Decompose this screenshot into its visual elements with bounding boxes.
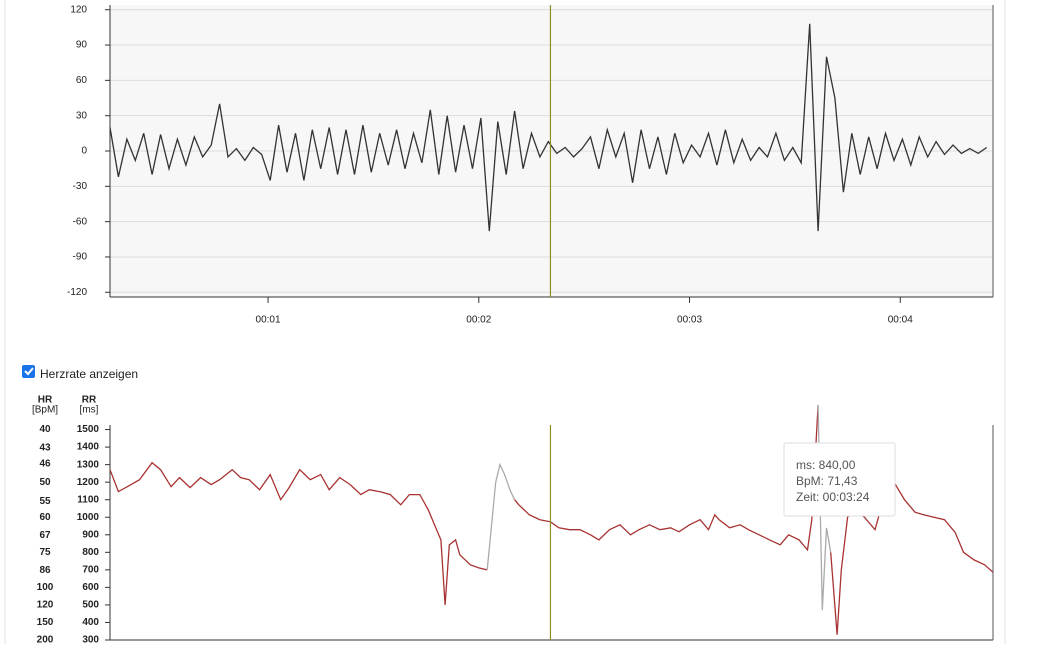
tooltip-line: Zeit: 00:03:24 (796, 490, 870, 504)
y2-tick-label: 75 (39, 547, 51, 558)
y2-tick-label: 86 (39, 565, 51, 576)
y-tick-label: -90 (73, 252, 88, 263)
y-tick-label: 0 (81, 146, 87, 157)
y-tick-label: 400 (82, 617, 99, 628)
y-tick-label: 90 (76, 40, 88, 51)
tooltip-line: ms: 840,00 (796, 458, 856, 472)
data-line (486, 404, 832, 611)
y-tick-label: -30 (73, 181, 88, 192)
data-line (109, 404, 994, 635)
checkbox-label[interactable]: Herzrate anzeigen (40, 367, 138, 381)
data-line (109, 23, 988, 232)
y-tick-label: 1200 (77, 477, 100, 488)
y-tick-label: 1300 (77, 459, 100, 470)
checkbox-check (24, 367, 34, 376)
y-tick-label: 1000 (77, 512, 100, 523)
x-tick-label: 00:02 (466, 315, 491, 326)
y2-tick-label: 67 (39, 530, 51, 541)
y-tick-label: 800 (82, 547, 99, 558)
y2-tick-label: 150 (37, 617, 54, 628)
y-tick-label: 600 (82, 582, 99, 593)
y2-tick-label: 55 (39, 496, 51, 507)
y-axis-label: RR (82, 395, 97, 406)
y2-tick-label: 46 (39, 459, 51, 470)
y-tick-label: 1400 (77, 442, 100, 453)
y2-axis-label: HR (38, 395, 53, 406)
y-tick-label: 120 (70, 4, 87, 15)
x-tick-label: 00:03 (677, 315, 702, 326)
y2-tick-label: 50 (39, 477, 51, 488)
y-tick-label: 1100 (77, 494, 99, 505)
y-tick-label: 900 (82, 529, 99, 540)
checkbox[interactable] (22, 365, 35, 378)
tooltip-box (783, 442, 896, 517)
y-tick-label: 60 (76, 75, 88, 86)
y2-tick-label: 40 (39, 424, 51, 435)
tooltip-line: BpM: 71,43 (796, 474, 858, 488)
y2-axis-unit: [BpM] (32, 405, 58, 416)
y-tick-label: -120 (67, 287, 87, 298)
y-tick-label: 30 (76, 110, 88, 121)
y-tick-label: -60 (73, 216, 88, 227)
y-axis-unit: [ms] (80, 405, 99, 416)
y-tick-label: 1500 (77, 424, 100, 435)
y2-tick-label: 100 (37, 582, 54, 593)
y-tick-label: 300 (82, 635, 99, 644)
y2-tick-label: 120 (37, 600, 54, 611)
x-tick-label: 00:01 (256, 315, 281, 326)
y2-tick-label: 60 (39, 512, 51, 523)
y2-tick-label: 200 (37, 635, 54, 644)
y2-tick-label: 43 (39, 443, 51, 454)
y-tick-label: 700 (82, 564, 99, 575)
x-tick-label: 00:04 (888, 315, 913, 326)
y-tick-label: 500 (82, 600, 99, 611)
